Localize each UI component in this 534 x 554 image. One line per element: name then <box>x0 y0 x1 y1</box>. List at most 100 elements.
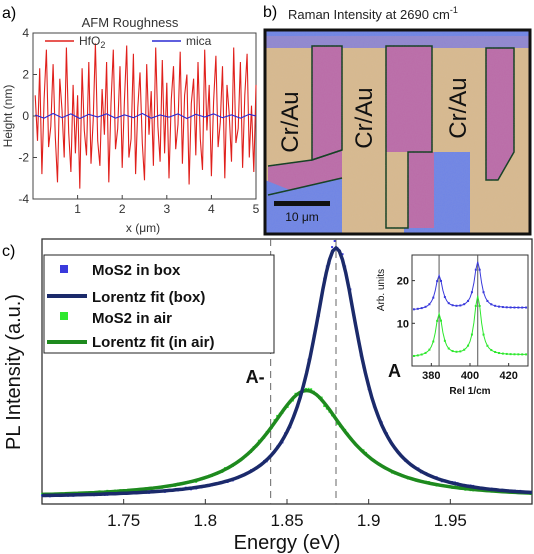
inset-point <box>474 304 477 307</box>
inset-point <box>455 304 458 307</box>
afm-x-tick-label-2: 3 <box>163 202 170 216</box>
inset-point <box>525 306 528 309</box>
afm-series-lines <box>34 43 257 189</box>
inset-point <box>447 302 450 305</box>
inset-point <box>470 333 473 336</box>
inset-point <box>501 352 504 355</box>
inset-point <box>501 306 504 309</box>
pl-legend-box <box>43 254 275 354</box>
raman-map-frame <box>263 28 532 236</box>
afm-line-mica <box>35 112 257 120</box>
inset-point <box>498 352 500 355</box>
inset-point <box>412 354 415 357</box>
afm-x-tick-label-3: 4 <box>208 202 215 216</box>
inset-point <box>455 350 458 353</box>
inset-point <box>509 353 512 356</box>
inset-point <box>424 351 427 354</box>
afm-line-hfo2 <box>34 43 257 189</box>
inset-reference-lines <box>438 255 479 366</box>
raman-map-title: Raman Intensity at 2690 cm-1 <box>288 5 458 22</box>
panel-label-c: c) <box>2 243 15 260</box>
raman-label-cr-au-3: Cr/Au <box>445 77 472 138</box>
inset-y-ticks: 10 20 <box>397 276 415 330</box>
inset-point <box>440 319 442 322</box>
raman-label-cr-au-1: Cr/Au <box>277 91 304 152</box>
inset-point <box>482 291 485 294</box>
raman-scalebar-label: 10 μm <box>285 210 319 224</box>
inset-y-tick-label-1: 20 <box>397 276 409 288</box>
inset-point <box>447 347 450 350</box>
inset-point <box>494 304 497 307</box>
inset-point <box>436 319 439 322</box>
panel-label-a: a) <box>2 5 16 22</box>
pl-x-tick-label-1: 1.8 <box>194 511 218 530</box>
inset-point <box>432 296 435 299</box>
inset-x-ticks: 380 400 420 <box>422 363 518 382</box>
pl-annotation-a: A <box>388 361 401 381</box>
afm-y-tick-label-2: 0 <box>22 109 29 123</box>
pl-point <box>333 240 336 242</box>
raman-scalebar <box>274 201 330 206</box>
inset-point <box>467 344 470 347</box>
inset-point <box>478 304 481 307</box>
pl-legend-swatch-air-points <box>60 312 68 320</box>
inset-y-tick-label-0: 10 <box>397 318 409 330</box>
inset-point <box>517 306 520 309</box>
inset-x-tick-label-2: 420 <box>499 370 517 382</box>
inset-x-tick-label-0: 380 <box>422 370 440 382</box>
inset-series <box>412 261 528 357</box>
panel-label-b: b) <box>263 4 277 21</box>
inset-point <box>521 306 524 309</box>
pl-point <box>276 414 279 417</box>
inset-point <box>451 350 454 353</box>
raman-label-cr-au-2: Cr/Au <box>351 87 378 148</box>
inset-point <box>436 280 439 283</box>
pl-x-tick-label-4: 1.95 <box>434 511 467 530</box>
inset-point <box>490 349 493 352</box>
afm-y-tick-label-4: 4 <box>22 26 29 40</box>
afm-x-tick-label-4: 5 <box>253 202 260 216</box>
inset-point <box>494 351 497 354</box>
inset-point <box>463 303 466 306</box>
inset-point <box>432 340 435 343</box>
inset-point <box>416 354 419 357</box>
pl-annotation-a-minus: A- <box>246 367 265 387</box>
inset-point <box>505 352 508 355</box>
afm-legend-hfo2: HfO2 <box>79 34 105 50</box>
inset-x-axis-label: Rel 1/cm <box>449 386 490 397</box>
afm-legend-mica: mica <box>186 34 212 48</box>
afm-x-tick-label-0: 1 <box>74 202 81 216</box>
pl-x-tick-label-0: 1.75 <box>107 511 140 530</box>
inset-point <box>416 307 419 310</box>
pl-x-ticks: 1.75 1.8 1.85 1.9 1.95 <box>107 499 467 530</box>
inset-point <box>474 268 477 271</box>
pl-legend-lorentz-box: Lorentz fit (box) <box>92 289 205 306</box>
pl-legend-mos2-air: MoS2 in air <box>92 310 172 327</box>
inset-point <box>498 305 500 308</box>
inset-point <box>412 308 415 311</box>
pl-fit-line-box <box>42 245 533 498</box>
pl-point <box>310 388 313 391</box>
pl-legend-swatch-box-points <box>60 265 68 273</box>
afm-y-tick-label-3: 2 <box>22 68 29 82</box>
inset-point <box>428 303 431 306</box>
afm-legend: HfO2 mica <box>45 34 212 50</box>
inset-point <box>459 304 462 307</box>
raman-map: Cr/Au Cr/Au Cr/Au 10 μm <box>265 30 530 234</box>
inset-point <box>443 339 446 342</box>
inset-point <box>482 333 485 336</box>
pl-point <box>331 246 334 249</box>
inset-point <box>486 344 489 347</box>
pl-legend-mos2-box: MoS2 in box <box>92 262 181 279</box>
inset-point <box>443 296 446 299</box>
pl-point <box>323 405 326 408</box>
pl-point <box>341 253 344 256</box>
inset-point <box>509 306 512 309</box>
pl-x-tick-label-3: 1.9 <box>357 511 381 530</box>
pl-y-axis-label: PL Intensity (a.u.) <box>3 294 25 450</box>
pl-x-tick-label-2: 1.85 <box>270 511 303 530</box>
pl-reference-lines <box>270 239 337 504</box>
pl-legend: MoS2 in box Lorentz fit (box) MoS2 in ai… <box>43 254 275 354</box>
pl-legend-lorentz-air: Lorentz fit (in air) <box>92 334 215 351</box>
